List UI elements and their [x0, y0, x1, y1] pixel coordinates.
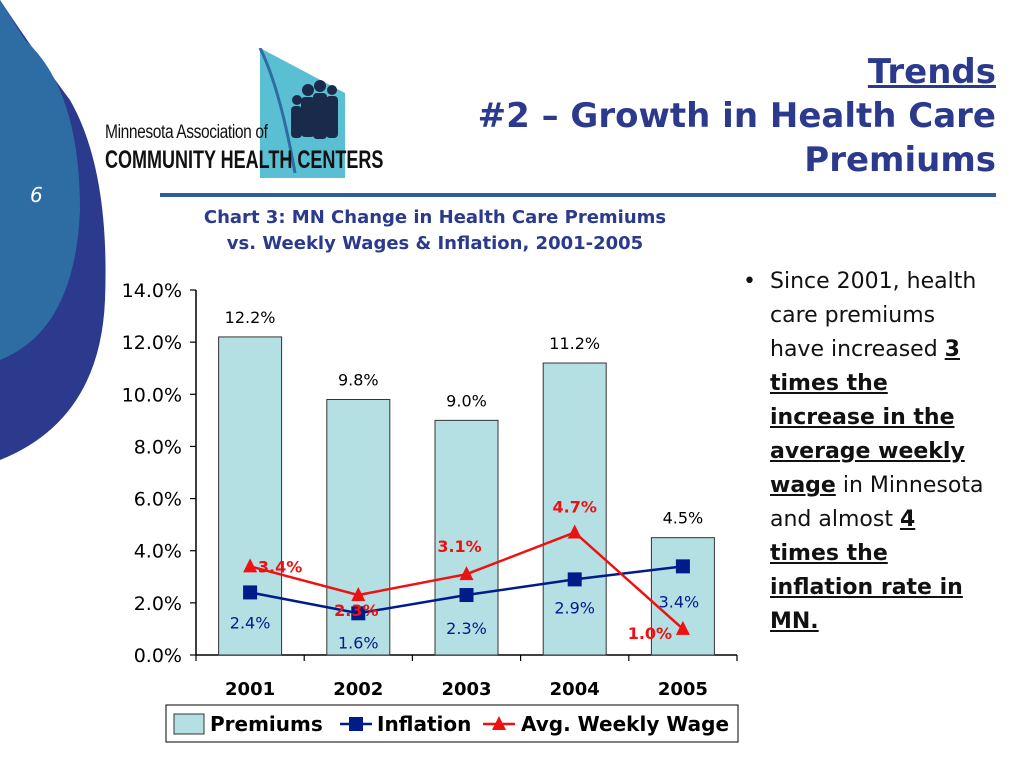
logo-text-line1: Minnesota Association of	[105, 122, 268, 143]
bar-data-label: 9.8%	[338, 371, 379, 390]
x-tick-label: 2005	[658, 679, 708, 700]
bar-data-label: 4.5%	[663, 509, 704, 528]
y-tick-label: 14.0%	[122, 280, 182, 302]
bullet-emphasis-2: 4 times the inflation rate in MN.	[770, 507, 963, 634]
y-tick-label: 4.0%	[134, 541, 182, 563]
inflation-data-label: 2.3%	[446, 619, 487, 638]
logo: Minnesota Association of COMMUNITY HEALT…	[105, 47, 383, 183]
title-line-1: #2 – Growth in Health Care	[477, 96, 996, 136]
y-tick-label: 12.0%	[122, 332, 182, 354]
decorative-side-shapes	[0, 0, 106, 460]
legend-marker-inflation	[349, 717, 363, 731]
bar-data-label: 9.0%	[446, 391, 487, 410]
point-inflation	[567, 572, 582, 587]
bar-data-label: 11.2%	[549, 334, 600, 353]
bar-premiums	[434, 419, 499, 656]
point-wage	[567, 524, 582, 539]
legend-label-inflation: Inflation	[377, 712, 471, 736]
y-tick-label: 6.0%	[134, 489, 182, 511]
wage-data-label: 3.1%	[437, 537, 481, 556]
bullet-emphasis-1: 3 times the increase in the average week…	[770, 337, 965, 498]
wage-data-label: 4.7%	[553, 497, 597, 516]
bar-premiums	[542, 362, 607, 656]
chart-caption-line2: vs. Weekly Wages & Inflation, 2001-2005	[226, 233, 644, 254]
inflation-data-label: 1.6%	[338, 633, 379, 652]
logo-graphic	[258, 47, 345, 178]
point-inflation	[459, 588, 474, 603]
x-tick-label: 2004	[550, 679, 600, 700]
wage-data-label: 3.4%	[258, 557, 302, 576]
y-tick-label: 10.0%	[122, 384, 182, 406]
bar-premiums	[218, 336, 283, 656]
legend-swatch-premiums	[173, 713, 205, 735]
title-link[interactable]: Trends	[867, 52, 996, 92]
wage-data-label: 2.3%	[334, 601, 378, 620]
y-tick-label: 0.0%	[134, 645, 182, 667]
bar-premiums	[650, 537, 715, 656]
bullet-text-1: Since 2001, health care premiums have in…	[770, 269, 977, 362]
point-wage	[459, 566, 474, 581]
title-line-2: Premiums	[804, 140, 996, 180]
point-inflation	[351, 606, 366, 621]
wage-data-label: 1.0%	[628, 624, 672, 643]
chart-caption: Chart 3: MN Change in Health Care Premiu…	[140, 205, 730, 257]
legend-label-wage: Avg. Weekly Wage	[521, 712, 729, 736]
inflation-data-label: 3.4%	[659, 592, 700, 611]
bar-data-label: 12.2%	[225, 308, 276, 327]
x-tick-label: 2001	[225, 679, 275, 700]
chart-caption-line1: Chart 3: MN Change in Health Care Premiu…	[203, 207, 667, 228]
slide-number: 6	[30, 183, 43, 207]
bullet-text: Since 2001, health care premiums have in…	[770, 265, 990, 639]
point-inflation	[243, 585, 258, 600]
inflation-data-label: 2.9%	[554, 598, 595, 617]
y-tick-label: 2.0%	[134, 593, 182, 615]
x-tick-label: 2002	[333, 679, 383, 700]
slide-title: Trends #2 – Growth in Health Care Premiu…	[478, 50, 996, 182]
x-tick-label: 2003	[441, 679, 491, 700]
point-inflation	[675, 559, 690, 574]
point-wage	[675, 620, 690, 635]
point-wage	[351, 587, 366, 602]
point-wage	[243, 558, 258, 573]
bullet-dot: •	[743, 269, 756, 294]
y-tick-label: 8.0%	[134, 436, 182, 458]
legend-marker-wage	[492, 716, 506, 730]
logo-text-line2: COMMUNITY HEALTH CENTERS	[105, 146, 384, 174]
bullet-text-2: in Minnesota and almost	[770, 473, 984, 532]
title-divider	[160, 193, 996, 197]
legend	[165, 704, 739, 743]
inflation-data-label: 2.4%	[230, 613, 271, 632]
legend-label-premiums: Premiums	[210, 712, 323, 736]
bullet-point: • Since 2001, health care premiums have …	[743, 265, 990, 639]
